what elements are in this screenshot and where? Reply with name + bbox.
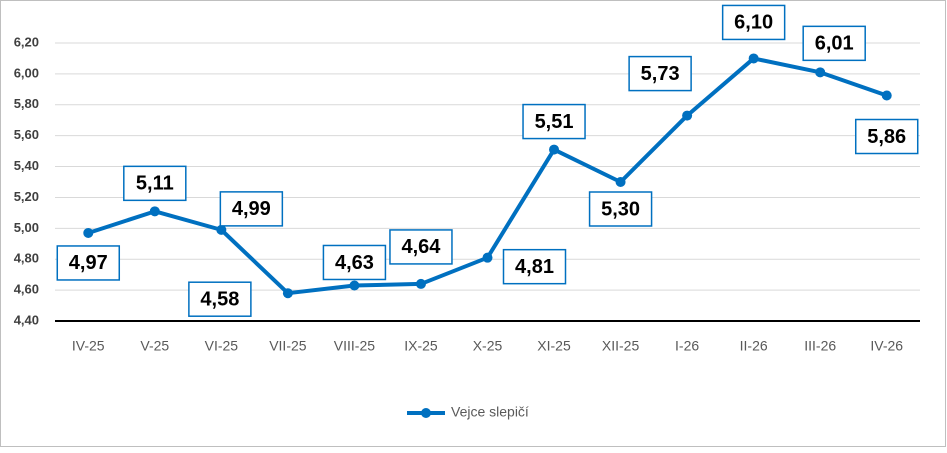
x-tick-label: VIII-25	[334, 338, 375, 354]
x-tick-label: IX-25	[404, 338, 438, 354]
data-label-box	[628, 55, 692, 92]
data-label-box	[322, 244, 387, 281]
legend-marker	[421, 408, 431, 418]
data-label-box	[502, 248, 567, 285]
y-tick-label: 4,60	[14, 282, 39, 297]
data-label-box	[802, 25, 866, 62]
data-label-box	[389, 229, 453, 265]
data-label-box	[56, 245, 121, 281]
data-label-box	[588, 191, 653, 227]
data-label: 4,64	[401, 236, 441, 258]
x-tick-label: III-26	[804, 338, 836, 354]
x-tick-label: IV-25	[72, 338, 105, 354]
data-label-box	[123, 165, 187, 202]
y-tick-label: 6,20	[14, 34, 39, 49]
y-tick-label: 4,80	[14, 251, 39, 266]
data-label-box	[854, 118, 919, 155]
data-point	[615, 177, 626, 187]
data-point	[216, 224, 227, 235]
y-tick-label: 4,40	[14, 312, 39, 327]
x-tick-label: XI-25	[537, 338, 571, 354]
x-tick-label: IV-26	[870, 338, 903, 354]
y-tick-label: 5,20	[14, 189, 39, 204]
data-point	[149, 206, 160, 217]
x-tick-label: VI-25	[205, 338, 239, 354]
data-label: 5,86	[867, 126, 906, 148]
data-label: 4,97	[69, 252, 108, 274]
data-label: 5,51	[535, 111, 574, 133]
data-label: 5,11	[136, 173, 174, 195]
data-point	[682, 110, 693, 121]
x-tick-label: V-25	[140, 338, 169, 354]
x-tick-label: X-25	[473, 338, 503, 354]
data-label: 5,73	[641, 63, 680, 85]
data-label: 4,99	[232, 198, 271, 220]
data-label: 6,10	[734, 12, 773, 34]
y-tick-label: 5,40	[14, 158, 39, 173]
x-tick-label: I-26	[675, 338, 699, 354]
y-tick-label: 5,60	[14, 127, 39, 142]
data-point	[482, 252, 493, 263]
legend: Vejce slepičí	[407, 404, 529, 420]
x-tick-label: XII-25	[602, 338, 640, 354]
data-label: 4,81	[515, 256, 554, 278]
data-point	[349, 280, 360, 291]
y-tick-label: 5,80	[14, 96, 39, 111]
data-point	[415, 278, 426, 289]
data-label-box	[721, 4, 786, 41]
data-point	[549, 144, 560, 155]
data-label: 4,63	[335, 252, 374, 274]
data-point	[282, 288, 293, 299]
y-tick-label: 5,00	[14, 220, 39, 235]
y-tick-label: 6,00	[14, 65, 39, 80]
x-tick-label: II-26	[740, 338, 768, 354]
data-point	[748, 53, 759, 64]
data-label: 6,01	[815, 33, 854, 55]
data-label-box	[522, 103, 586, 140]
x-tick-label: VII-25	[269, 338, 307, 354]
data-point	[83, 227, 94, 238]
data-label: 4,58	[200, 288, 239, 310]
data-label-box	[219, 191, 284, 227]
legend-label: Vejce slepičí	[451, 404, 529, 420]
data-label-box	[188, 281, 252, 317]
data-label: 5,30	[601, 198, 640, 220]
data-point	[815, 67, 826, 78]
data-point	[881, 90, 892, 101]
